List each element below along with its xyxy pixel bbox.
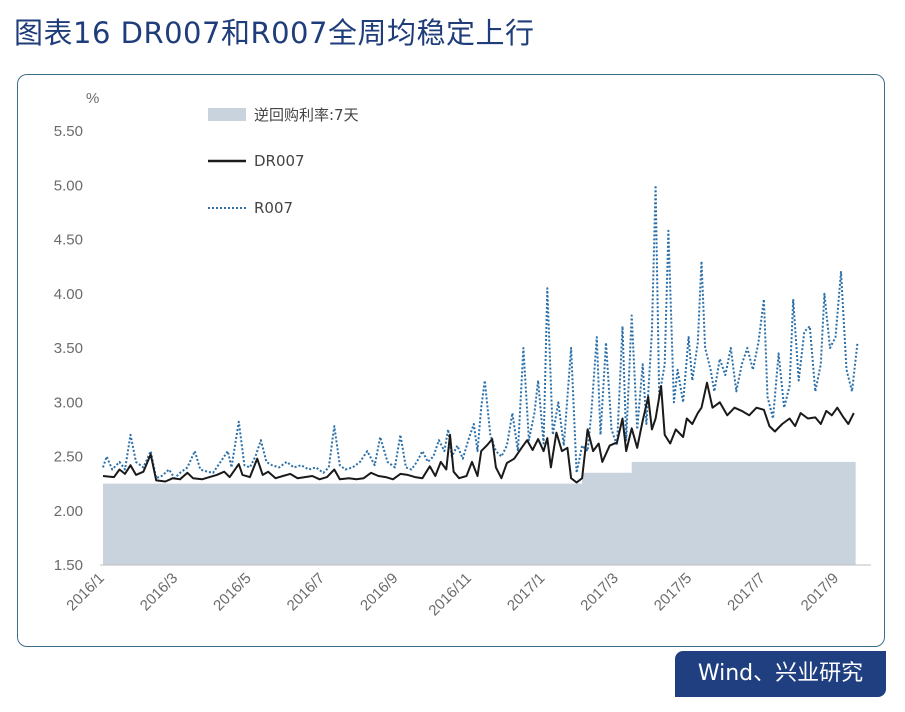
y-tick-label: 5.00 [54,177,83,194]
y-tick-label: 2.00 [54,503,83,520]
legend-label-reverse-repo: 逆回购利率:7天 [254,106,359,124]
series-dr007-line [102,381,855,484]
x-tick-label: 2016/5 [210,570,254,614]
series-r007-line [102,184,859,480]
y-tick-label: 4.50 [54,232,83,249]
x-tick-label: 2016/11 [425,570,475,620]
y-unit-label: % [86,90,99,107]
x-tick-label: 2016/1 [63,570,107,614]
figure-title: 图表16 DR007和R007全周均稳定上行 [14,16,535,50]
x-tick-label: 2016/3 [137,570,181,614]
legend-label-r007: R007 [254,199,293,217]
legend-swatch-reverse-repo [208,108,246,121]
chart-svg: 1.50 2.00 2.50 3.00 3.50 4.00 4.50 5.00 5.50% 201… [54,90,871,620]
y-tick-label: 1.50 [54,557,83,574]
x-tick-label: 2017/9 [798,570,842,614]
y-tick-label: 4.00 [54,286,83,303]
x-tick-label: 2016/9 [357,570,401,614]
series-reverse-repo-area [103,461,856,565]
x-tick-label: 2017/7 [724,570,768,614]
source-badge: Wind、兴业研究 [675,651,886,697]
y-tick-label: 2.50 [54,449,83,466]
chart-panel: 1.50 2.00 2.50 3.00 3.50 4.00 4.50 5.00 5.50% 201… [17,74,885,647]
y-tick-label: 3.00 [54,394,83,411]
x-tick-label: 2017/3 [577,570,621,614]
legend-label-dr007: DR007 [254,152,305,170]
x-tick-label: 2017/1 [504,570,548,614]
x-tick-label: 2016/7 [284,570,328,614]
x-tick-label: 2017/5 [651,570,695,614]
y-tick-label: 5.50 [54,123,83,140]
y-tick-label: 3.50 [54,340,83,357]
